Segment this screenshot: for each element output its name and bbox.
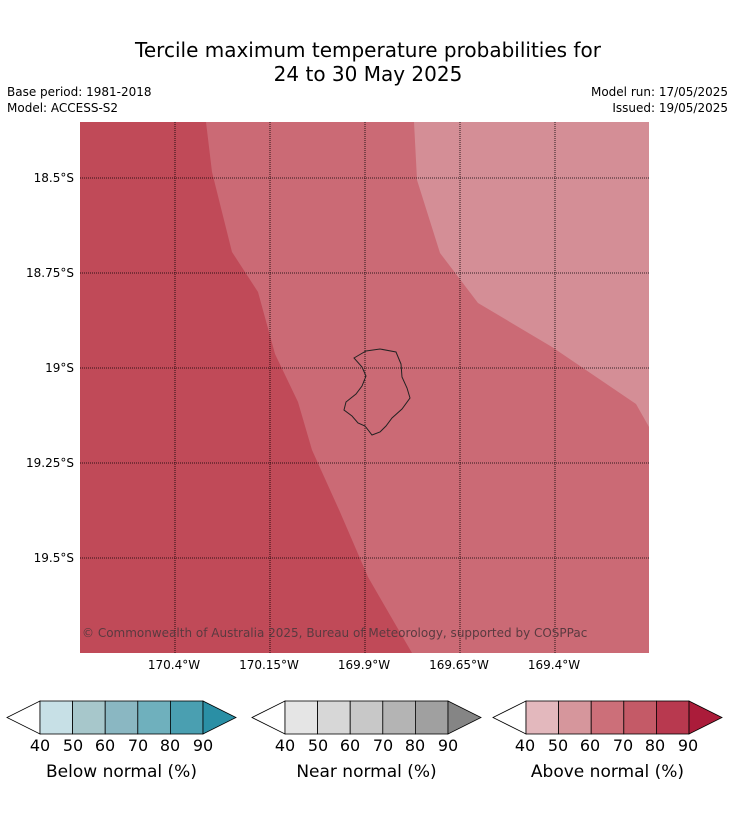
model-name: Model: ACCESS-S2 bbox=[7, 101, 119, 115]
near-tick-90: 90 bbox=[437, 736, 459, 755]
above-tick-40: 40 bbox=[514, 736, 536, 755]
below-colorbar-under-arrow bbox=[6, 700, 41, 735]
above-colorbar-under-arrow bbox=[492, 700, 527, 735]
lon-label-169-4: 169.4°W bbox=[527, 658, 581, 672]
colorbars bbox=[6, 700, 723, 735]
lat-label-19: 19°S bbox=[45, 361, 74, 375]
zone-above-60 bbox=[414, 122, 649, 427]
below-normal-label: Below normal (%) bbox=[46, 762, 197, 782]
below-tick-50: 50 bbox=[62, 736, 84, 755]
base-period: Base period: 1981-2018 bbox=[7, 85, 152, 99]
below-tick-90: 90 bbox=[192, 736, 214, 755]
model-run: Model run: 17/05/2025 bbox=[590, 85, 728, 99]
lat-label-19-25: 19.25°S bbox=[26, 456, 74, 470]
above-colorbar-segment bbox=[623, 700, 657, 735]
map-title: Tercile maximum temperature probabilitie… bbox=[0, 38, 736, 86]
near-colorbar-segment bbox=[349, 700, 384, 735]
graticule bbox=[80, 122, 649, 653]
lon-label-170-15: 170.15°W bbox=[239, 658, 299, 672]
title-line-2: 24 to 30 May 2025 bbox=[273, 62, 463, 86]
above-colorbar-segment bbox=[590, 700, 625, 735]
near-colorbar-segment bbox=[284, 700, 318, 735]
colorbar-near-normal bbox=[251, 700, 482, 735]
below-tick-70: 70 bbox=[127, 736, 149, 755]
near-colorbar-segment bbox=[317, 700, 351, 735]
above-normal-label: Above normal (%) bbox=[530, 762, 685, 782]
near-colorbar-over-arrow bbox=[447, 700, 482, 735]
below-tick-80: 80 bbox=[159, 736, 181, 755]
map-area[interactable] bbox=[80, 122, 649, 653]
below-colorbar-segment bbox=[39, 700, 73, 735]
near-tick-60: 60 bbox=[339, 736, 361, 755]
above-colorbar-over-arrow bbox=[688, 700, 723, 735]
lat-label-18-75: 18.75°S bbox=[26, 266, 74, 280]
lon-label-170-4: 170.4°W bbox=[147, 658, 201, 672]
near-colorbar-segment bbox=[382, 700, 416, 735]
above-tick-60: 60 bbox=[579, 736, 601, 755]
above-colorbar-segment bbox=[656, 700, 690, 735]
below-colorbar-over-arrow bbox=[202, 700, 237, 735]
map-svg bbox=[80, 122, 649, 653]
colorbar-above-normal bbox=[492, 700, 723, 735]
below-colorbar-segment bbox=[169, 700, 204, 735]
below-tick-60: 60 bbox=[94, 736, 116, 755]
near-tick-50: 50 bbox=[307, 736, 329, 755]
above-colorbar-segment bbox=[558, 700, 592, 735]
above-tick-50: 50 bbox=[547, 736, 569, 755]
lon-label-169-9: 169.9°W bbox=[337, 658, 391, 672]
below-colorbar-segment bbox=[137, 700, 171, 735]
near-tick-40: 40 bbox=[274, 736, 296, 755]
near-colorbar-under-arrow bbox=[251, 700, 286, 735]
above-colorbar-segment bbox=[525, 700, 559, 735]
above-tick-70: 70 bbox=[612, 736, 634, 755]
above-tick-80: 80 bbox=[644, 736, 666, 755]
below-colorbar-segment bbox=[72, 700, 106, 735]
below-colorbar-segment bbox=[104, 700, 139, 735]
island-outline bbox=[343, 348, 411, 436]
colorbar-below-normal bbox=[6, 700, 237, 735]
meta-right: Model run: 17/05/2025 Issued: 19/05/2025 bbox=[591, 84, 728, 116]
lat-label-18-5: 18.5°S bbox=[33, 171, 74, 185]
title-line-1: Tercile maximum temperature probabilitie… bbox=[135, 38, 601, 62]
near-tick-80: 80 bbox=[404, 736, 426, 755]
near-tick-70: 70 bbox=[372, 736, 394, 755]
near-normal-label: Near normal (%) bbox=[296, 762, 437, 782]
lat-label-19-5: 19.5°S bbox=[33, 551, 74, 565]
near-colorbar-segment bbox=[414, 700, 449, 735]
below-tick-40: 40 bbox=[29, 736, 51, 755]
lon-label-169-65: 169.65°W bbox=[429, 658, 489, 672]
copyright-notice: © Commonwealth of Australia 2025, Bureau… bbox=[82, 626, 588, 640]
meta-left: Base period: 1981-2018 Model: ACCESS-S2 bbox=[7, 84, 152, 116]
issued-date: Issued: 19/05/2025 bbox=[612, 101, 728, 115]
above-tick-90: 90 bbox=[677, 736, 699, 755]
